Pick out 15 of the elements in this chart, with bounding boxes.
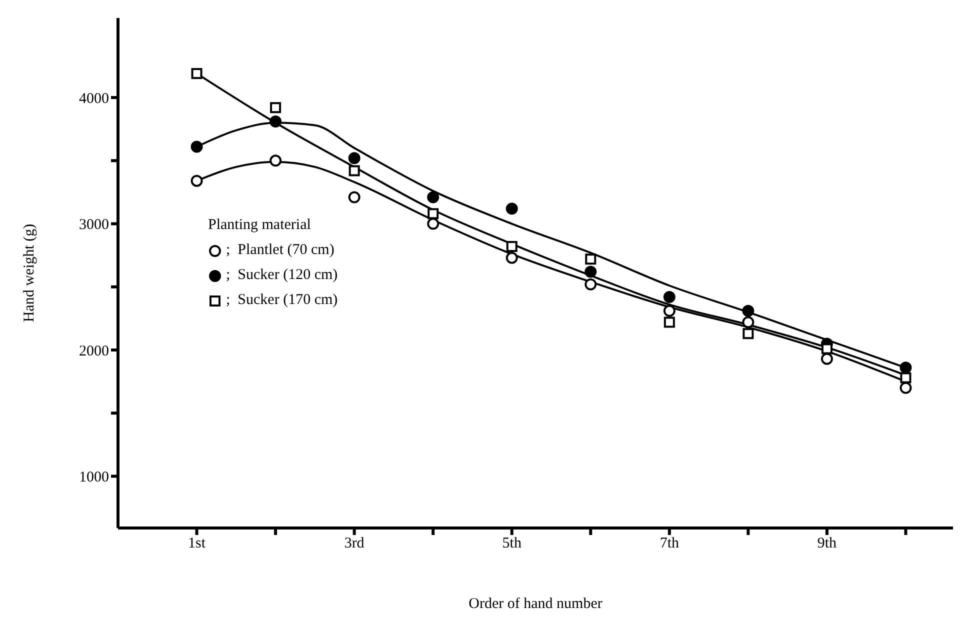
x-axis-title: Order of hand number — [468, 596, 602, 612]
y-tick-label: 1000 — [79, 470, 109, 486]
y-tick-label: 3000 — [79, 217, 109, 234]
legend-label: ; Sucker (120 cm) — [226, 266, 338, 285]
y-tick-label: 2000 — [79, 343, 109, 360]
x-tick-label: 9th — [817, 536, 838, 552]
x-tick-label: 3rd — [344, 536, 365, 552]
x-tick-label: 7th — [660, 536, 680, 552]
legend-title: Planting material — [208, 216, 312, 235]
legend-label: ; Plantlet (70 cm) — [226, 241, 334, 260]
x-tick-label: 1st — [188, 536, 206, 552]
x-tick-label: 5th — [502, 536, 522, 552]
y-axis-title: Hand weight (g) — [21, 224, 38, 322]
y-tick-label: 4000 — [79, 90, 109, 107]
legend-label: ; Sucker (170 cm) — [226, 291, 338, 310]
